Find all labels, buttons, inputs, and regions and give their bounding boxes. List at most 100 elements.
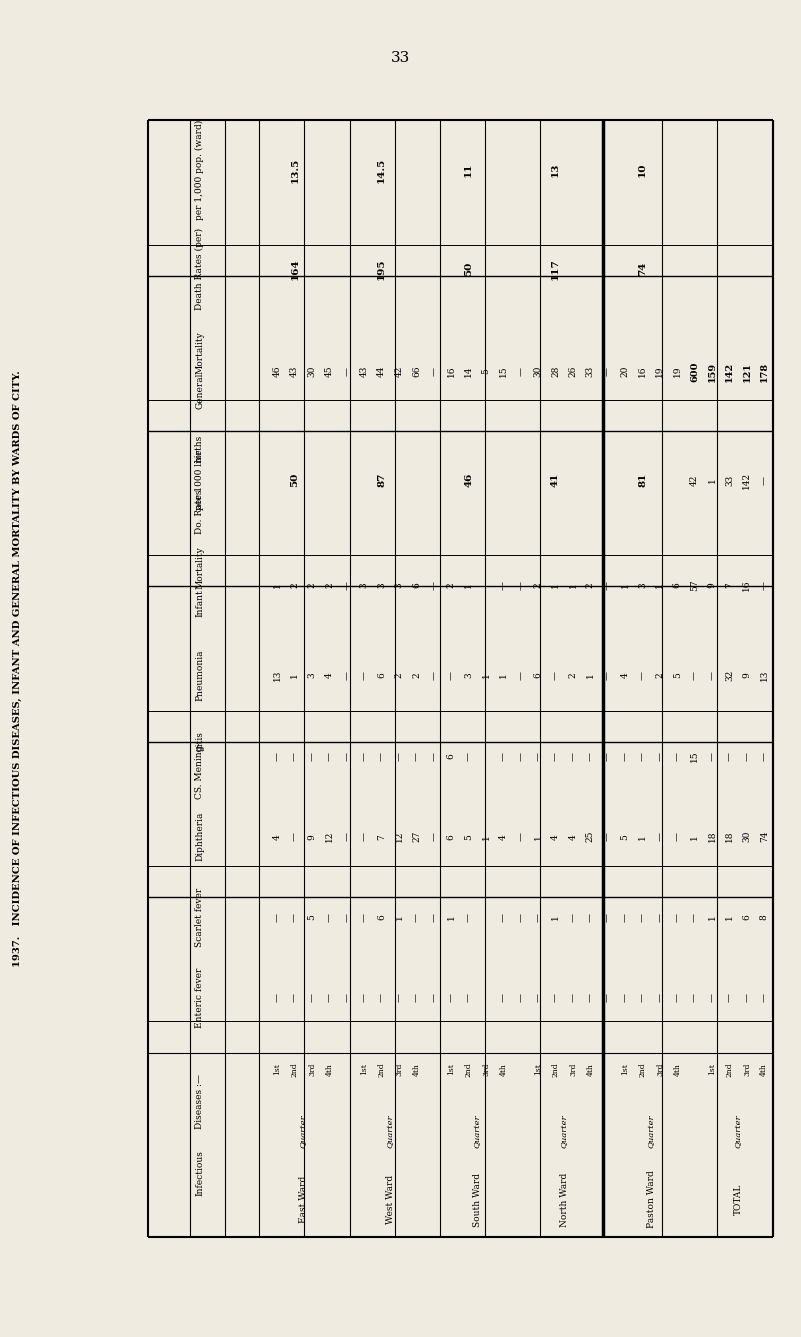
Text: —: —	[517, 832, 525, 841]
Text: Do. Rates: Do. Rates	[195, 489, 204, 533]
Text: 12: 12	[395, 832, 404, 842]
Text: —: —	[517, 993, 525, 1003]
Text: 1st: 1st	[621, 1063, 629, 1075]
Text: 1st: 1st	[360, 1063, 368, 1075]
Text: 8: 8	[760, 915, 769, 920]
Text: —: —	[447, 993, 456, 1003]
Text: Quarter: Quarter	[386, 1115, 394, 1148]
Text: —: —	[499, 913, 508, 921]
Text: 600: 600	[690, 361, 699, 382]
Text: 50: 50	[290, 473, 300, 487]
Text: 30: 30	[533, 366, 543, 377]
Text: 121: 121	[743, 361, 751, 381]
Text: 3: 3	[395, 583, 404, 588]
Text: —: —	[533, 993, 543, 1003]
Text: 4th: 4th	[325, 1063, 333, 1076]
Text: —: —	[256, 993, 264, 1003]
Text: —: —	[273, 751, 282, 761]
Text: —: —	[499, 751, 508, 761]
Text: Quarter: Quarter	[735, 1115, 743, 1148]
Text: 1: 1	[395, 915, 404, 920]
Text: 42: 42	[690, 475, 699, 485]
Text: 1: 1	[464, 583, 473, 588]
Text: 13: 13	[551, 163, 560, 176]
Text: 26: 26	[569, 366, 578, 377]
Text: 7: 7	[377, 834, 386, 840]
Text: —: —	[464, 751, 473, 761]
Text: 3: 3	[308, 673, 316, 678]
Text: 5: 5	[308, 915, 316, 920]
Text: 13.5: 13.5	[290, 158, 300, 183]
Text: 2: 2	[533, 583, 543, 588]
Text: 3rd: 3rd	[569, 1063, 577, 1076]
Text: 2nd: 2nd	[552, 1062, 560, 1076]
Text: 1st: 1st	[708, 1063, 716, 1075]
Text: 4: 4	[551, 834, 560, 840]
Text: 11: 11	[464, 163, 473, 178]
Text: 164: 164	[290, 258, 300, 279]
Text: —: —	[256, 671, 264, 681]
Text: 18: 18	[707, 830, 717, 842]
Text: —: —	[707, 751, 717, 761]
Text: CS. Mening-: CS. Mening-	[195, 742, 204, 798]
Text: 3rd: 3rd	[395, 1063, 403, 1076]
Text: —: —	[256, 368, 264, 376]
Text: —: —	[517, 751, 525, 761]
Text: 6: 6	[377, 915, 386, 920]
Text: —: —	[586, 913, 595, 921]
Text: 4th: 4th	[760, 1063, 768, 1076]
Text: —: —	[517, 671, 525, 681]
Text: —: —	[586, 993, 595, 1003]
Text: 1: 1	[707, 915, 717, 920]
Text: per 1000 live: per 1000 live	[195, 449, 204, 511]
Text: Infant: Infant	[195, 590, 204, 618]
Text: TOTAL: TOTAL	[734, 1183, 743, 1215]
Text: Mortality: Mortality	[195, 547, 204, 590]
Text: 19: 19	[673, 366, 682, 377]
Text: 6: 6	[673, 583, 682, 588]
Text: —: —	[342, 913, 352, 921]
Text: 1: 1	[447, 915, 456, 920]
Text: —: —	[395, 751, 404, 761]
Text: 2nd: 2nd	[465, 1062, 473, 1076]
Text: 1: 1	[481, 673, 490, 678]
Text: —: —	[673, 832, 682, 841]
Text: 87: 87	[377, 473, 386, 487]
Text: 2: 2	[447, 583, 456, 588]
Text: 3: 3	[377, 583, 386, 588]
Text: 19: 19	[655, 366, 665, 377]
Text: —: —	[760, 476, 769, 484]
Text: —: —	[517, 582, 525, 590]
Text: 16: 16	[638, 366, 647, 377]
Text: 6: 6	[412, 583, 421, 588]
Text: North Ward: North Ward	[560, 1173, 569, 1226]
Text: 1: 1	[621, 583, 630, 588]
Text: 33: 33	[725, 475, 734, 485]
Text: 1: 1	[586, 673, 595, 678]
Text: —: —	[725, 993, 734, 1003]
Text: Diphtheria: Diphtheria	[195, 812, 204, 861]
Text: 142: 142	[743, 472, 751, 488]
Text: 4th: 4th	[586, 1063, 594, 1076]
Text: Enteric fever: Enteric fever	[195, 968, 204, 1028]
Text: Mortality: Mortality	[195, 332, 204, 374]
Text: 16: 16	[743, 580, 751, 591]
Text: 2nd: 2nd	[638, 1062, 646, 1076]
Text: 1: 1	[638, 834, 647, 840]
Text: —: —	[655, 751, 665, 761]
Text: 6: 6	[743, 915, 751, 920]
Text: 1: 1	[551, 915, 560, 920]
Text: 1: 1	[273, 583, 282, 588]
Text: 12: 12	[325, 832, 334, 842]
Text: 9: 9	[707, 583, 717, 588]
Text: South Ward: South Ward	[473, 1173, 482, 1226]
Text: 2: 2	[569, 673, 578, 678]
Text: gitis: gitis	[195, 731, 204, 751]
Text: 3rd: 3rd	[482, 1063, 490, 1076]
Text: —: —	[308, 993, 316, 1003]
Text: 3rd: 3rd	[743, 1063, 751, 1076]
Text: —: —	[760, 582, 769, 590]
Text: —: —	[673, 751, 682, 761]
Text: —: —	[429, 582, 438, 590]
Text: 45: 45	[325, 366, 334, 377]
